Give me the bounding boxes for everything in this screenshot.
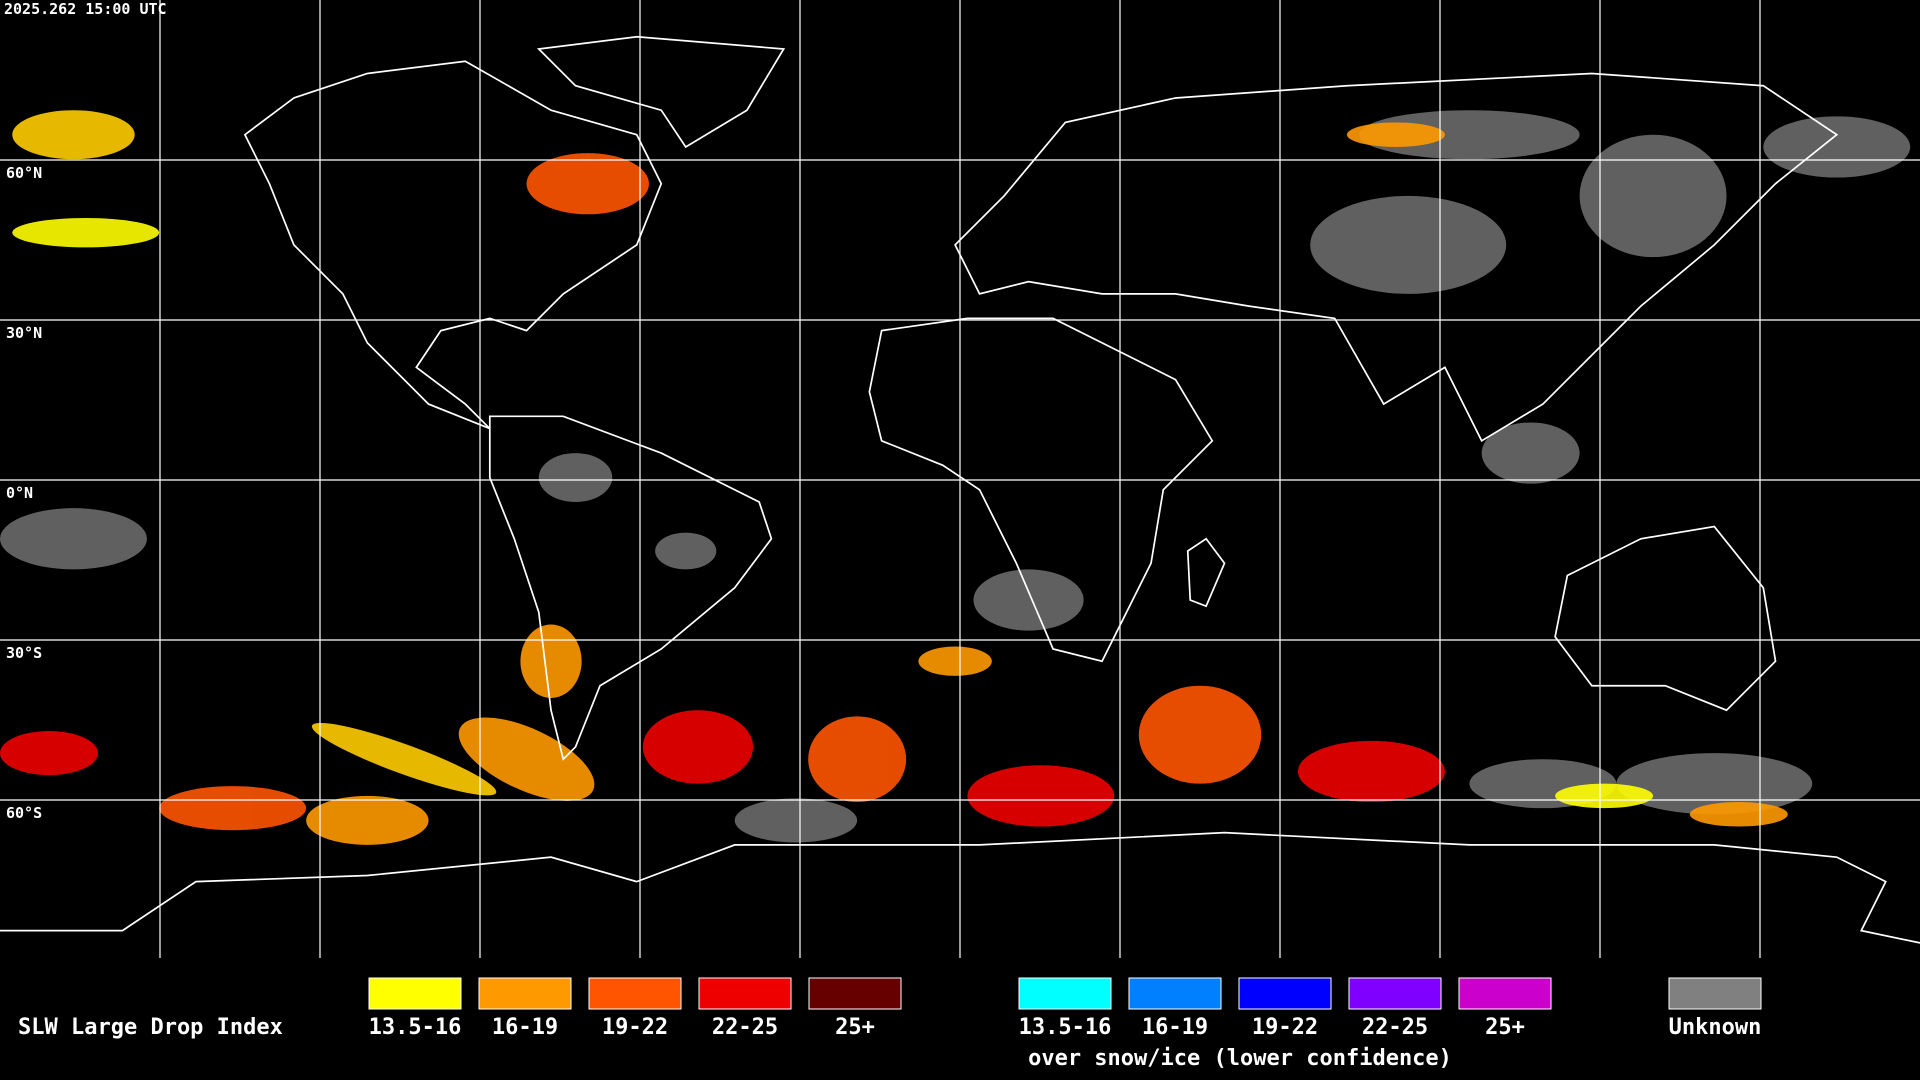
legend-swatch [698,977,792,1010]
legend-swatch [1668,977,1762,1010]
legend-swatch [808,977,902,1010]
legend-swatch [1128,977,1222,1010]
graticule: 60°N 30°N 0°N 30°S 60°S [0,0,1920,958]
latitude-label: 60°N [6,164,42,182]
legend-label: 16-19 [492,1015,558,1040]
timestamp: 2025.262 15:00 UTC [4,0,167,18]
legend-label: 22-25 [712,1015,778,1040]
legend-swatch [1458,977,1552,1010]
legend-label: 19-22 [602,1015,668,1040]
latitude-label: 0°N [6,484,33,502]
legend-label: 13.5-16 [369,1015,462,1040]
legend-label: 13.5-16 [1019,1015,1112,1040]
latitude-label: 30°S [6,644,42,662]
cloud-patches [0,110,1911,845]
coastlines [0,35,1920,944]
legend-swatch [1348,977,1442,1010]
map: 60°N 30°N 0°N 30°S 60°S [0,0,1920,958]
legend-label: 16-19 [1142,1015,1208,1040]
legend-label: 19-22 [1252,1015,1318,1040]
legend-swatch [588,977,682,1010]
latitude-label: 30°N [6,324,42,342]
legend: 13.5-16 16-19 19-22 22-25 25+ 13.5-16 16-19 19-… [368,977,1762,1040]
legend-swatch [368,977,462,1010]
legend-panel [0,960,1920,1080]
legend-label: 22-25 [1362,1015,1428,1040]
legend-title: SLW Large Drop Index [18,1015,283,1040]
legend-label: 25+ [835,1015,875,1040]
legend-label: Unknown [1669,1015,1762,1040]
legend-swatch [478,977,572,1010]
legend-swatch [1018,977,1112,1010]
latitude-label: 60°S [6,804,42,822]
snow-ice-caption: over snow/ice (lower confidence) [1028,1046,1452,1071]
legend-label: 25+ [1485,1015,1525,1040]
legend-swatch [1238,977,1332,1010]
